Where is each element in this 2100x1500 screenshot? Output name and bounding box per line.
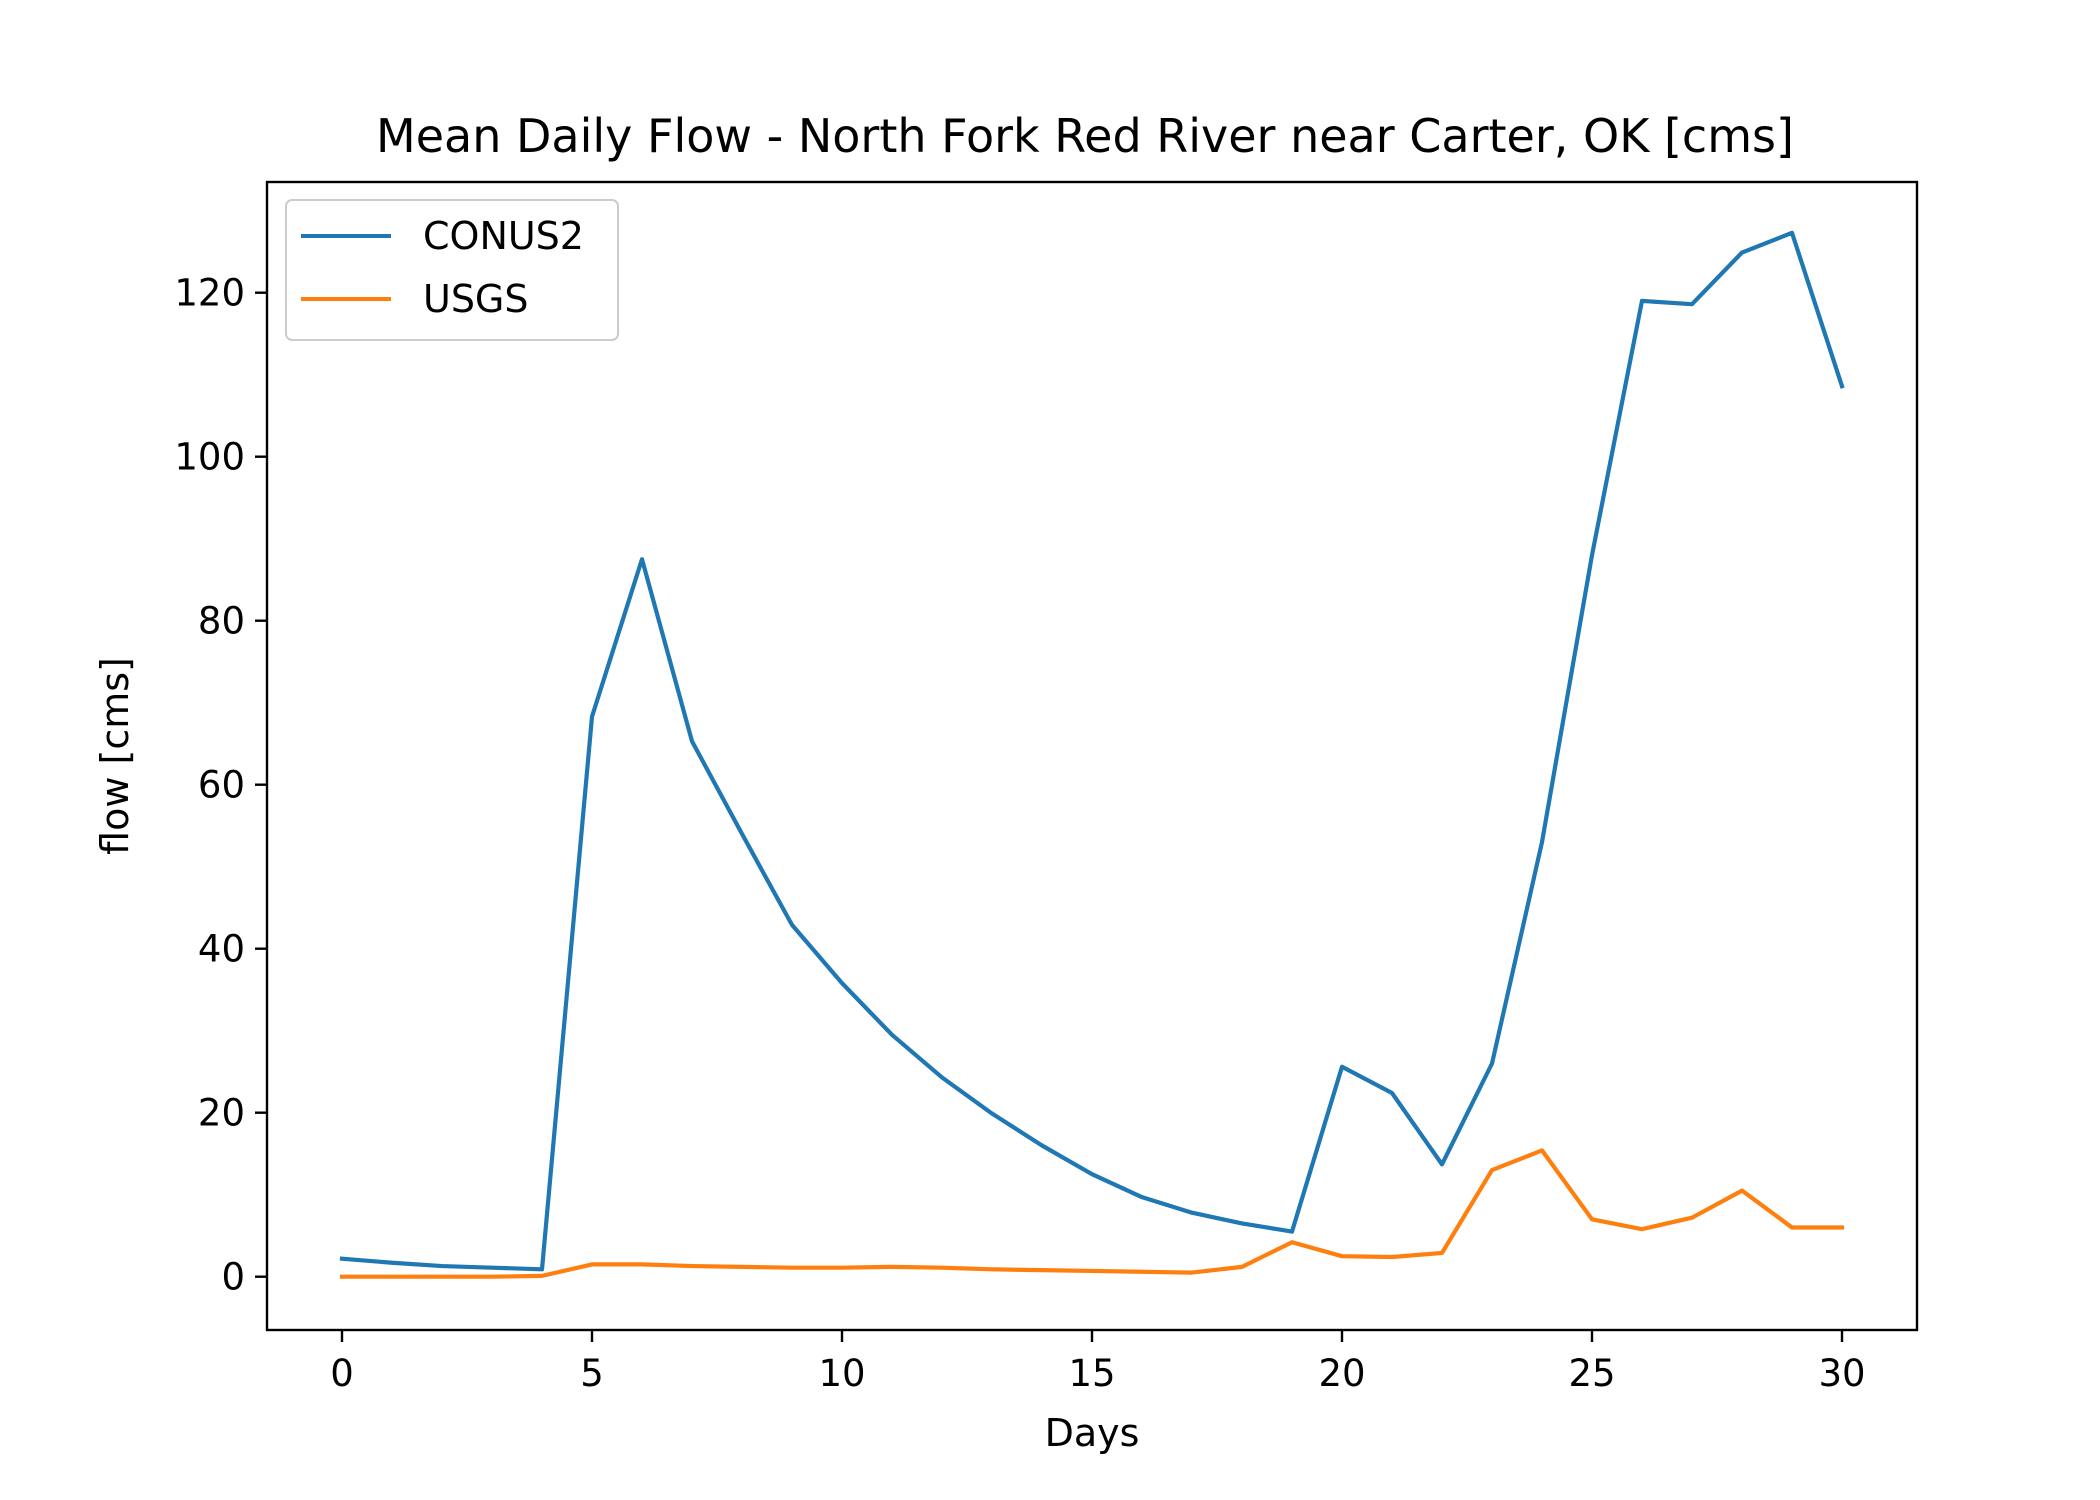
legend-label-usgs: USGS bbox=[423, 277, 529, 321]
y-tick-label: 60 bbox=[198, 764, 245, 807]
x-axis-ticks: 0 5 10 15 20 25 30 bbox=[330, 1330, 1866, 1395]
series-line-conus2 bbox=[339, 230, 1845, 1272]
y-axis-label: flow [cms] bbox=[93, 657, 137, 855]
legend-label-conus2: CONUS2 bbox=[423, 214, 584, 258]
y-tick-label: 20 bbox=[198, 1092, 245, 1135]
x-axis-label: Days bbox=[1045, 1411, 1140, 1455]
x-tick-label: 15 bbox=[1068, 1352, 1115, 1395]
x-tick-label: 30 bbox=[1818, 1352, 1865, 1395]
y-tick-label: 100 bbox=[174, 436, 245, 479]
series-line-usgs bbox=[339, 1148, 1845, 1279]
x-tick-label: 25 bbox=[1568, 1352, 1615, 1395]
x-tick-label: 5 bbox=[580, 1352, 604, 1395]
plot-area: 0 5 10 15 20 25 30 0 20 40 60 80 100 120 bbox=[174, 180, 1919, 1395]
y-tick-label: 40 bbox=[198, 928, 245, 971]
y-axis-ticks: 0 20 40 60 80 100 120 bbox=[174, 272, 267, 1299]
x-tick-label: 10 bbox=[818, 1352, 865, 1395]
y-tick-label: 80 bbox=[198, 600, 245, 643]
x-tick-label: 20 bbox=[1318, 1352, 1365, 1395]
y-tick-label: 120 bbox=[174, 272, 245, 315]
legend: CONUS2 USGS bbox=[285, 199, 619, 341]
y-tick-label: 0 bbox=[221, 1256, 245, 1299]
series-group bbox=[339, 230, 1845, 1279]
x-tick-label: 0 bbox=[330, 1352, 354, 1395]
chart-title: Mean Daily Flow - North Fork Red River n… bbox=[376, 109, 1794, 163]
